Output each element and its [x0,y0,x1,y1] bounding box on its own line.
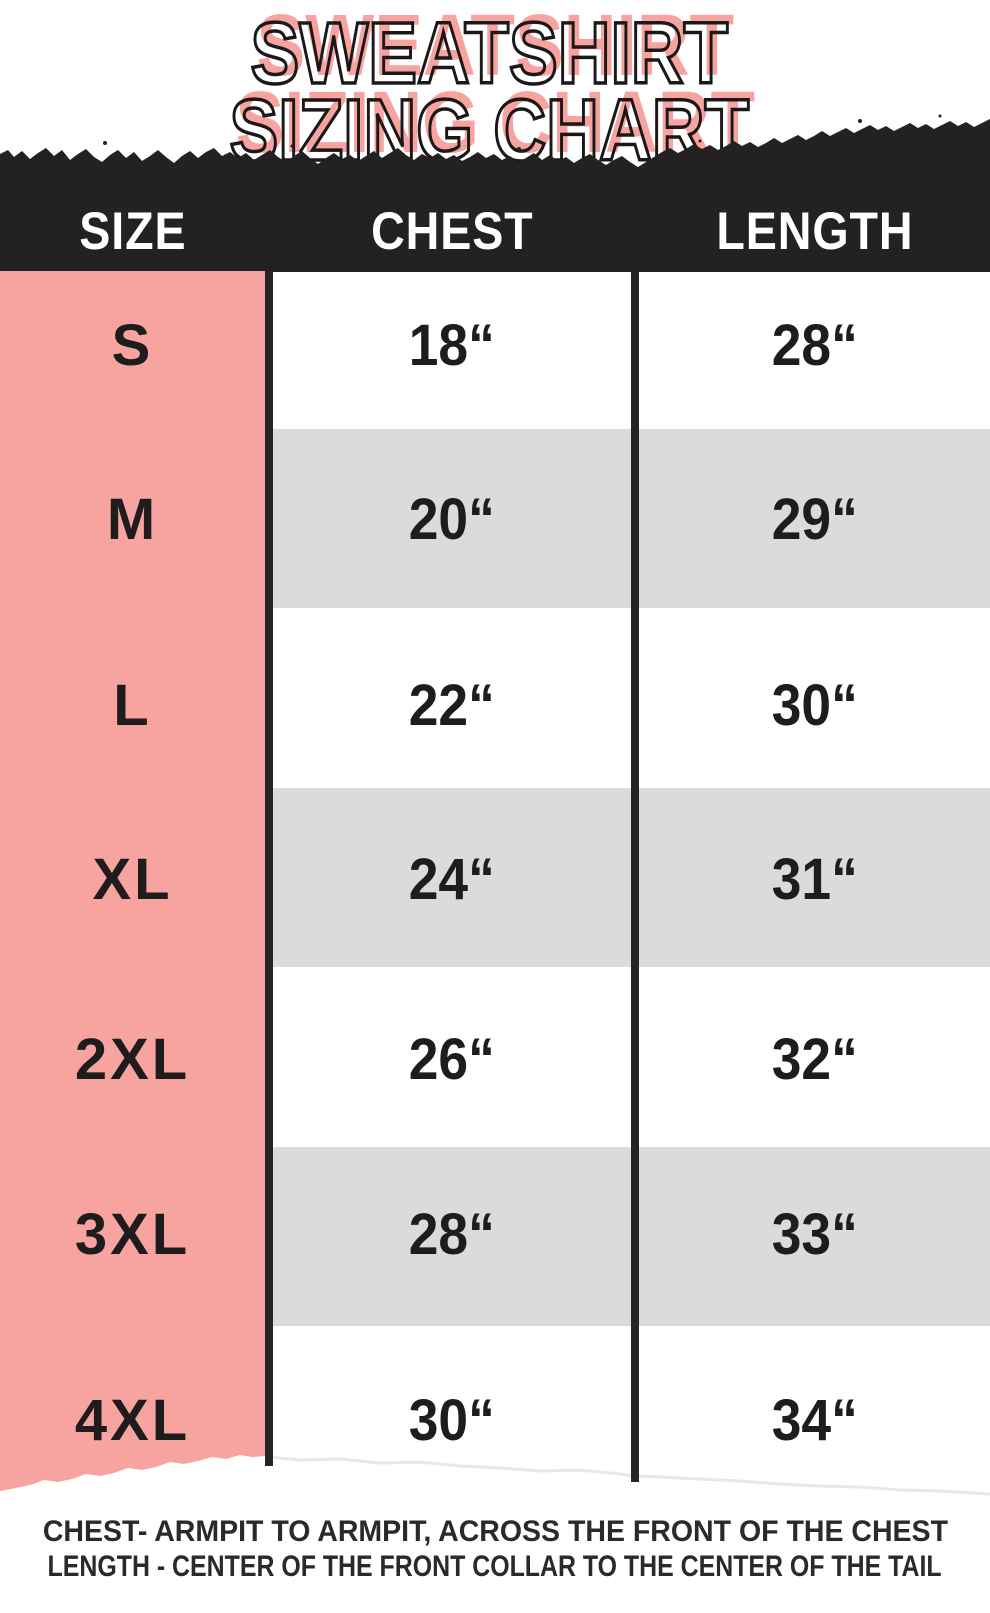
cell-length: 30“ [639,661,990,751]
table-row: 3XL 28“ 33“ [0,1190,990,1280]
size-label: XL [92,847,173,912]
column-divider-2 [631,271,639,1482]
length-value: 28“ [771,313,858,378]
size-label: L [113,673,152,738]
cell-size: L [0,661,265,751]
cell-chest: 18“ [273,301,631,391]
column-header-row: SIZE CHEST LENGTH [0,190,990,272]
title-line-1-pink-layer: SWEATSHIRT [256,0,734,94]
cell-length: 33“ [639,1190,990,1280]
table-row: L 22“ 30“ [0,661,990,751]
footer-note-line-1: CHEST- ARMPIT TO ARMPIT, ACROSS THE FRON… [0,1514,990,1549]
header-cell-size: SIZE [0,190,265,272]
bottom-torn-edge [266,1455,990,1496]
footer-note-text: LENGTH - CENTER OF THE FRONT COLLAR TO T… [47,1549,943,1583]
length-value: 31“ [771,847,858,912]
table-row: 2XL 26“ 32“ [0,1015,990,1105]
cell-chest: 26“ [273,1015,631,1105]
title-line-1-outline-layer: SWEATSHIRT [249,4,730,102]
cell-size: 3XL [0,1190,265,1280]
cell-size: 4XL [0,1376,265,1466]
length-value: 34“ [771,1388,858,1453]
cell-chest: 24“ [273,835,631,925]
cell-size: S [0,301,265,391]
length-value: 33“ [771,1202,858,1267]
chest-value: 26“ [408,1027,496,1092]
cell-chest: 30“ [273,1376,631,1466]
length-value: 30“ [771,673,858,738]
cell-length: 28“ [639,301,990,391]
header-cell-chest: CHEST [273,190,631,272]
table-row: M 20“ 29“ [0,475,990,565]
footer-note-line-2: LENGTH - CENTER OF THE FRONT COLLAR TO T… [0,1549,990,1584]
column-divider-1 [265,271,273,1466]
chest-value: 22“ [408,673,496,738]
chest-value: 20“ [408,487,496,552]
cell-chest: 22“ [273,661,631,751]
cell-chest: 20“ [273,475,631,565]
footer-note-text: CHEST- ARMPIT TO ARMPIT, ACROSS THE FRON… [42,1514,948,1548]
chest-value: 30“ [408,1388,496,1453]
header-label-chest: CHEST [370,201,534,261]
cell-length: 34“ [639,1376,990,1466]
chest-value: 18“ [408,313,496,378]
table-row: XL 24“ 31“ [0,835,990,925]
header-bar-torn-edge [0,114,990,272]
table-row: S 18“ 28“ [0,301,990,391]
size-label: M [106,487,159,552]
chest-value: 24“ [408,847,496,912]
pink-size-column [0,271,266,1491]
cell-length: 31“ [639,835,990,925]
row-stripe-m [265,429,990,608]
cell-length: 32“ [639,1015,990,1105]
size-label: S [111,313,154,378]
size-label: 3XL [74,1202,191,1267]
row-stripe-xl [265,788,990,967]
cell-length: 29“ [639,475,990,565]
table-row: 4XL 30“ 34“ [0,1376,990,1466]
header-label-size: SIZE [78,201,187,261]
header-label-length: LENGTH [715,201,914,261]
cell-chest: 28“ [273,1190,631,1280]
title-line-1: SWEATSHIRT SWEATSHIRT [0,0,990,99]
length-value: 29“ [771,487,858,552]
size-label: 4XL [74,1388,191,1453]
cell-size: M [0,475,265,565]
chest-value: 28“ [408,1202,496,1267]
row-stripe-3xl [265,1147,990,1326]
cell-size: XL [0,835,265,925]
length-value: 32“ [771,1027,858,1092]
size-label: 2XL [74,1027,191,1092]
cell-size: 2XL [0,1015,265,1105]
header-cell-length: LENGTH [639,190,990,272]
